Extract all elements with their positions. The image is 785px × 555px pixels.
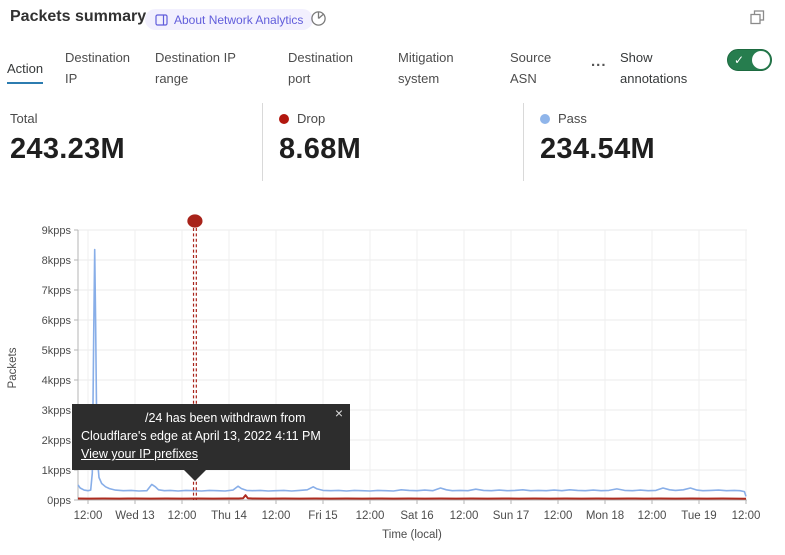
tab-destination-ip-range[interactable]: Destination IP range	[155, 50, 236, 86]
svg-text:Thu 14: Thu 14	[211, 510, 247, 522]
tooltip-pointer	[184, 470, 206, 481]
time-range-icon[interactable]	[310, 10, 328, 28]
svg-text:12:00: 12:00	[732, 510, 761, 522]
svg-text:12:00: 12:00	[544, 510, 573, 522]
svg-text:12:00: 12:00	[450, 510, 479, 522]
pass-dot-icon	[540, 113, 550, 124]
svg-text:Sat 16: Sat 16	[400, 510, 433, 522]
svg-text:12:00: 12:00	[74, 510, 103, 522]
svg-text:12:00: 12:00	[638, 510, 667, 522]
stat-drop: Drop 8.68M	[262, 103, 523, 181]
svg-text:3kpps: 3kpps	[42, 405, 72, 417]
svg-text:12:00: 12:00	[262, 510, 291, 522]
book-icon	[155, 13, 168, 26]
tab-destination-ip[interactable]: Destination IP	[65, 50, 131, 86]
svg-text:Sun 17: Sun 17	[493, 510, 529, 522]
svg-text:12:00: 12:00	[356, 510, 385, 522]
svg-text:0pps: 0pps	[47, 495, 71, 507]
stat-pass-label: Pass	[558, 111, 587, 126]
svg-text:4kpps: 4kpps	[42, 375, 72, 387]
tab-action[interactable]: Action	[7, 58, 44, 84]
svg-text:5kpps: 5kpps	[42, 345, 72, 357]
tab-mitigation-system[interactable]: Mitigation system	[398, 50, 454, 86]
summary-stats: Total 243.23M Drop 8.68M Pass 234.54M	[0, 103, 785, 185]
tab-source-asn[interactable]: Source ASN	[510, 50, 552, 86]
panel-header: Packets summary About Network Analytics	[0, 0, 785, 40]
stat-drop-value: 8.68M	[279, 133, 362, 165]
popout-icon[interactable]	[749, 9, 767, 27]
svg-text:12:00: 12:00	[168, 510, 197, 522]
more-tabs-button[interactable]: ...	[591, 53, 607, 70]
show-annotations-label: Show annotations	[620, 50, 688, 86]
svg-text:Wed 13: Wed 13	[115, 510, 154, 522]
dimension-tabs: Action Destination IP Destination IP ran…	[0, 42, 785, 92]
svg-text:1kpps: 1kpps	[42, 465, 72, 477]
page-title: Packets summary	[10, 8, 147, 25]
svg-text:Time (local): Time (local)	[382, 529, 442, 541]
check-icon: ✓	[734, 53, 745, 67]
stat-pass: Pass 234.54M	[523, 103, 785, 181]
svg-text:8kpps: 8kpps	[42, 255, 72, 267]
svg-text:2kpps: 2kpps	[42, 435, 72, 447]
tooltip-text-line2: Cloudflare's edge at April 13, 2022 4:11…	[81, 429, 321, 443]
annotation-tooltip: × /24 has been withdrawn from Cloudflare…	[72, 404, 350, 481]
about-badge-label: About Network Analytics	[174, 12, 304, 27]
svg-text:Mon 18: Mon 18	[586, 510, 624, 522]
svg-text:7kpps: 7kpps	[42, 285, 72, 297]
show-annotations-toggle[interactable]: ✓	[727, 49, 772, 71]
svg-text:6kpps: 6kpps	[42, 315, 72, 327]
close-icon[interactable]: ×	[334, 405, 343, 421]
tooltip-text-line1: /24 has been withdrawn from	[145, 411, 306, 425]
stat-drop-label: Drop	[297, 111, 326, 126]
stat-total: Total 243.23M	[0, 103, 262, 181]
svg-text:Packets: Packets	[7, 347, 19, 388]
view-ip-prefixes-link[interactable]: View your IP prefixes	[81, 447, 198, 461]
svg-text:Fri 15: Fri 15	[308, 510, 337, 522]
stat-total-value: 243.23M	[10, 133, 125, 165]
toggle-knob	[752, 51, 770, 69]
svg-text:Tue 19: Tue 19	[681, 510, 716, 522]
svg-text:9kpps: 9kpps	[42, 225, 72, 237]
stat-total-label: Total	[10, 111, 38, 126]
drop-dot-icon	[279, 113, 289, 124]
tab-destination-port[interactable]: Destination port	[288, 50, 354, 86]
stat-pass-value: 234.54M	[540, 133, 655, 165]
about-network-analytics-badge[interactable]: About Network Analytics	[145, 9, 314, 30]
